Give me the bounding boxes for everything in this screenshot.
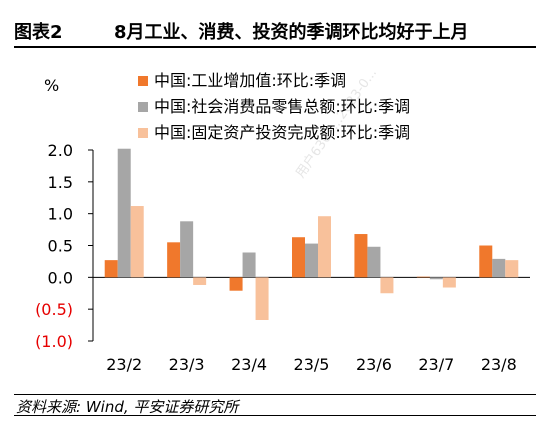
x-tick-label: 23/6: [356, 355, 392, 374]
bar: [318, 216, 331, 278]
legend-label: 中国:工业增加值:环比:季调: [154, 71, 346, 90]
x-tick-label: 23/4: [231, 355, 267, 374]
y-tick-label: 1.0: [48, 205, 73, 224]
bar: [167, 242, 181, 278]
bar: [416, 276, 430, 278]
y-tick-label: 0.0: [48, 268, 73, 287]
y-unit-label: %: [44, 76, 59, 95]
source-note: 资料来源: Wind, 平安证券研究所: [16, 398, 239, 416]
legend-label: 中国:社会消费品零售总额:环比:季调: [154, 97, 410, 116]
bar: [242, 252, 256, 278]
y-tick-label: 2.0: [48, 141, 73, 160]
bar: [117, 148, 131, 278]
x-tick-label: 23/5: [294, 355, 330, 374]
bar: [492, 258, 506, 278]
bar: [130, 206, 144, 278]
bar: [292, 237, 305, 278]
x-tick-label: 23/2: [106, 355, 142, 374]
bar: [193, 277, 207, 285]
legend-label: 中国:固定资产投资完成额:环比:季调: [154, 123, 410, 142]
x-tick-label: 23/3: [169, 355, 205, 374]
bar: [255, 277, 269, 320]
y-tick-label: (0.5): [35, 300, 73, 319]
y-tick-label: 0.5: [48, 237, 73, 256]
bar: [180, 221, 194, 278]
bar: [367, 246, 381, 278]
bar: [229, 277, 243, 291]
legend-swatch: [138, 102, 148, 112]
bar: [305, 243, 318, 278]
bar: [479, 245, 493, 278]
y-tick-label: (1.0): [35, 332, 73, 351]
bar: [104, 260, 118, 278]
x-tick-label: 23/8: [481, 355, 517, 374]
bar: [380, 277, 394, 294]
figure-footer: 资料来源: Wind, 平安证券研究所: [14, 394, 536, 416]
bar: [354, 234, 368, 278]
x-tick-label: 23/7: [418, 355, 454, 374]
bar: [442, 277, 456, 288]
bar: [429, 277, 443, 280]
bar-chart: % 中国:工业增加值:环比:季调中国:社会消费品零售总额:环比:季调中国:固定资产…: [35, 71, 530, 374]
figure-label: 图表2: [14, 22, 63, 43]
y-tick-label: 1.5: [48, 173, 73, 192]
legend-swatch: [138, 76, 148, 86]
bar: [505, 260, 519, 278]
figure-header: 图表2 8月工业、消费、投资的季调环比均好于上月: [14, 14, 536, 48]
legend-swatch: [138, 128, 148, 138]
chart-title: 8月工业、消费、投资的季调环比均好于上月: [114, 22, 469, 43]
